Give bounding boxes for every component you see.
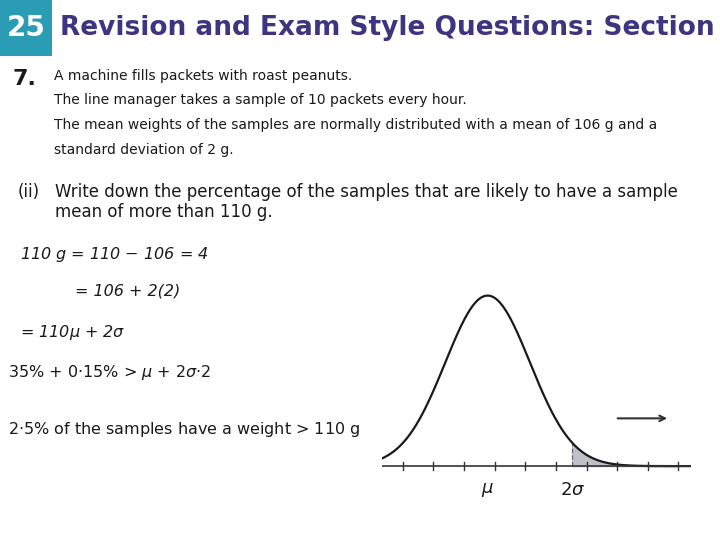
Text: 25: 25 [6, 14, 45, 42]
Text: Write down the percentage of the samples that are likely to have a sample: Write down the percentage of the samples… [55, 183, 678, 201]
Text: = 106 + 2(2): = 106 + 2(2) [75, 284, 180, 298]
Text: standard deviation of 2 g.: standard deviation of 2 g. [54, 143, 233, 157]
Text: Revision and Exam Style Questions: Section A: Revision and Exam Style Questions: Secti… [60, 15, 720, 41]
Text: The line manager takes a sample of 10 packets every hour.: The line manager takes a sample of 10 pa… [54, 93, 467, 107]
FancyBboxPatch shape [0, 0, 52, 56]
Text: mean of more than 110 g.: mean of more than 110 g. [55, 203, 273, 221]
Text: The mean weights of the samples are normally distributed with a mean of 106 g an: The mean weights of the samples are norm… [54, 118, 657, 132]
Text: $2\sigma$: $2\sigma$ [559, 482, 585, 500]
Text: 7.: 7. [13, 69, 37, 89]
Text: A machine fills packets with roast peanuts.: A machine fills packets with roast peanu… [54, 69, 352, 83]
Text: $\mu$: $\mu$ [481, 482, 494, 500]
Text: 2$\cdot$5% of the samples have a weight > 110 g: 2$\cdot$5% of the samples have a weight … [8, 420, 360, 439]
Text: 110 g = 110 $-$ 106 = 4: 110 g = 110 $-$ 106 = 4 [20, 245, 209, 264]
Text: (ii): (ii) [18, 183, 40, 201]
Text: 35% + 0$\cdot$15% > $\mu$ + 2$\sigma$$\cdot$2: 35% + 0$\cdot$15% > $\mu$ + 2$\sigma$$\c… [8, 363, 211, 382]
Text: = 110$\mu$ + 2$\sigma$: = 110$\mu$ + 2$\sigma$ [20, 323, 125, 342]
